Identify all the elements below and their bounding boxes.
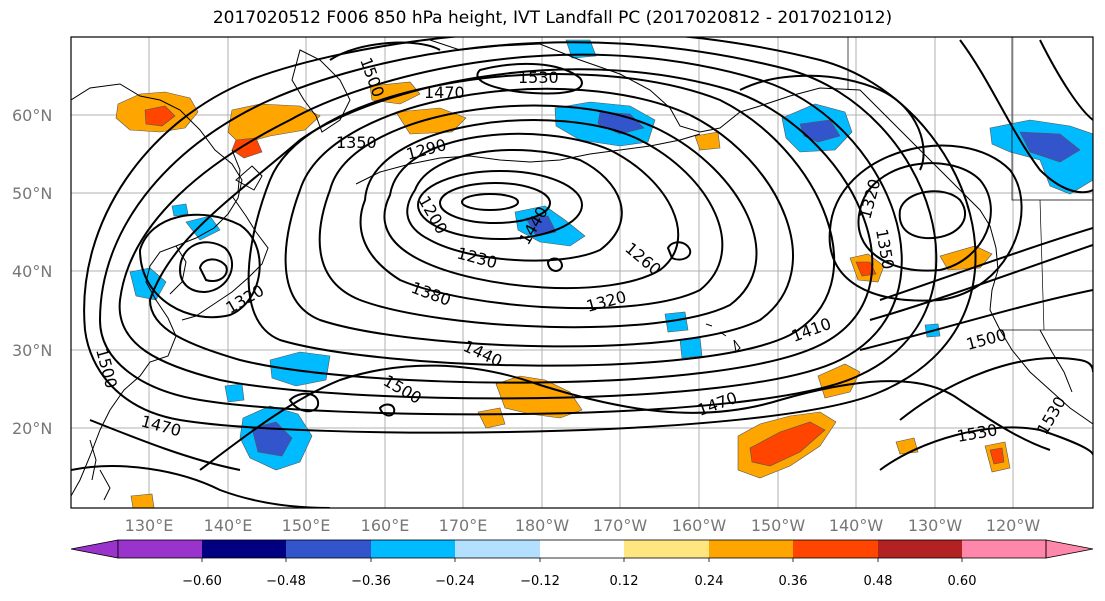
colorbar-tick-label: −0.12 bbox=[520, 574, 560, 589]
contour-label: 1470 bbox=[424, 83, 465, 102]
contour-label: 1530 bbox=[518, 68, 559, 87]
colorbar-tick-label: 0.24 bbox=[695, 574, 724, 589]
colorbar-segment bbox=[624, 540, 709, 558]
colorbar-tick-label: 0.48 bbox=[864, 574, 893, 589]
lon-label: 170°W bbox=[593, 516, 648, 535]
lat-label: 50°N bbox=[12, 184, 52, 203]
lon-label: 130°E bbox=[125, 516, 174, 535]
colorbar-tick-label: −0.48 bbox=[266, 574, 306, 589]
colorbar-tick-label: −0.60 bbox=[182, 574, 222, 589]
map-title: 2017020512 F006 850 hPa height, IVT Land… bbox=[212, 8, 893, 28]
lon-label: 140°E bbox=[204, 516, 253, 535]
colorbar-segment bbox=[455, 540, 540, 558]
contour-label: 1350 bbox=[336, 133, 377, 152]
lon-label: 130°W bbox=[908, 516, 963, 535]
lon-label: 120°W bbox=[986, 516, 1041, 535]
colorbar-tick-label: −0.36 bbox=[351, 574, 391, 589]
colorbar-segment bbox=[202, 540, 286, 558]
lat-label: 30°N bbox=[12, 341, 52, 360]
lon-label: 150°E bbox=[282, 516, 331, 535]
colorbar-segment bbox=[540, 540, 624, 558]
lat-label: 20°N bbox=[12, 419, 52, 438]
lon-label: 140°W bbox=[829, 516, 884, 535]
longitude-labels: 130°E 140°E 150°E 160°E 170°E 180°W 170°… bbox=[125, 516, 1041, 535]
colorbar-segment bbox=[118, 540, 202, 558]
lon-label: 150°W bbox=[751, 516, 806, 535]
colorbar-tick-label: 0.60 bbox=[948, 574, 977, 589]
colorbar-segment bbox=[793, 540, 878, 558]
lon-label: 170°E bbox=[439, 516, 488, 535]
latitude-labels: 60°N 50°N 40°N 30°N 20°N bbox=[12, 106, 52, 438]
lon-label: 180°W bbox=[515, 516, 570, 535]
colorbar-tick-label: −0.24 bbox=[435, 574, 475, 589]
lat-label: 40°N bbox=[12, 262, 52, 281]
colorbar: −0.60 −0.48 −0.36 −0.24 −0.12 0.12 0.24 … bbox=[70, 539, 1094, 589]
colorbar-tick-label: 0.36 bbox=[779, 574, 808, 589]
colorbar-segment bbox=[709, 540, 793, 558]
colorbar-right-extension bbox=[1045, 539, 1094, 559]
colorbar-segment bbox=[878, 540, 962, 558]
colorbar-left-extension bbox=[70, 539, 119, 559]
lon-label: 160°E bbox=[361, 516, 410, 535]
colorbar-tick-label: 0.12 bbox=[610, 574, 639, 589]
lon-label: 160°W bbox=[672, 516, 727, 535]
ivt-negative-shading bbox=[129, 39, 1093, 471]
colorbar-segment bbox=[286, 540, 371, 558]
height-contours bbox=[71, 37, 1093, 508]
map-frame bbox=[70, 36, 1094, 509]
colorbar-segment bbox=[371, 540, 455, 558]
colorbar-segment bbox=[962, 540, 1046, 558]
lat-label: 60°N bbox=[12, 106, 52, 125]
